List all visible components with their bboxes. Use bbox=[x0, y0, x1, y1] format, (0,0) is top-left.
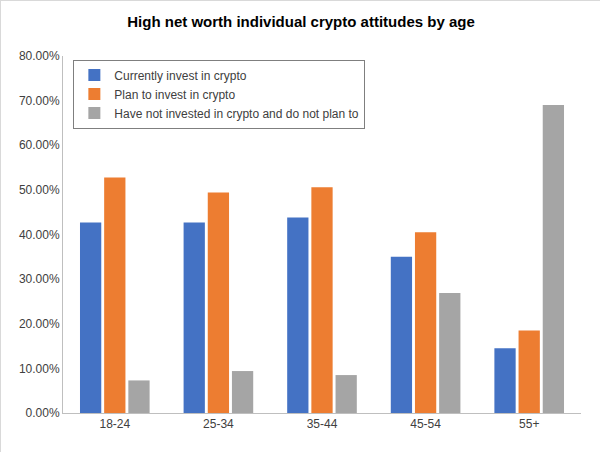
svg-text:60.00%: 60.00% bbox=[19, 138, 60, 152]
svg-text:0.00%: 0.00% bbox=[26, 406, 60, 420]
svg-text:30.00%: 30.00% bbox=[19, 272, 60, 286]
svg-text:High net worth individual cryp: High net worth individual crypto attitud… bbox=[127, 13, 475, 30]
svg-text:10.00%: 10.00% bbox=[19, 362, 60, 376]
svg-text:50.00%: 50.00% bbox=[19, 183, 60, 197]
svg-text:40.00%: 40.00% bbox=[19, 228, 60, 242]
svg-text:45-54: 45-54 bbox=[410, 417, 441, 431]
svg-text:Plan to invest in crypto: Plan to invest in crypto bbox=[114, 88, 235, 102]
svg-text:18-24: 18-24 bbox=[99, 417, 130, 431]
svg-text:80.00%: 80.00% bbox=[19, 49, 60, 63]
svg-text:Currently invest in crypto: Currently invest in crypto bbox=[114, 69, 246, 83]
svg-text:35-44: 35-44 bbox=[307, 417, 338, 431]
svg-text:55+: 55+ bbox=[519, 417, 539, 431]
svg-text:70.00%: 70.00% bbox=[19, 94, 60, 108]
svg-text:25-34: 25-34 bbox=[203, 417, 234, 431]
svg-text:20.00%: 20.00% bbox=[19, 317, 60, 331]
svg-text:Have not invested in crypto an: Have not invested in crypto and do not p… bbox=[114, 107, 358, 121]
